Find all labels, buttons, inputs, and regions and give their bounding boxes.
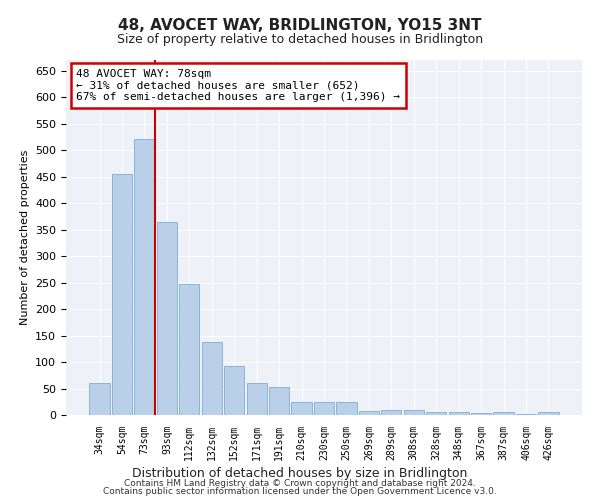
Bar [381,410,401,415]
Bar [224,366,244,415]
Bar [179,284,199,415]
Bar [337,402,356,415]
Bar [89,383,110,415]
Text: 48 AVOCET WAY: 78sqm
← 31% of detached houses are smaller (652)
67% of semi-deta: 48 AVOCET WAY: 78sqm ← 31% of detached h… [76,69,400,102]
Bar [134,140,155,415]
Bar [157,222,177,415]
Bar [426,412,446,415]
Bar [292,402,311,415]
Bar [516,414,536,415]
Bar [449,412,469,415]
Bar [538,412,559,415]
Bar [112,174,132,415]
Bar [269,387,289,415]
Y-axis label: Number of detached properties: Number of detached properties [20,150,29,325]
Bar [359,411,379,415]
Text: Size of property relative to detached houses in Bridlington: Size of property relative to detached ho… [117,32,483,46]
Bar [202,342,222,415]
Bar [404,410,424,415]
Text: Contains public sector information licensed under the Open Government Licence v3: Contains public sector information licen… [103,487,497,496]
Text: Contains HM Land Registry data © Crown copyright and database right 2024.: Contains HM Land Registry data © Crown c… [124,478,476,488]
Bar [493,412,514,415]
Bar [314,402,334,415]
Text: Distribution of detached houses by size in Bridlington: Distribution of detached houses by size … [133,468,467,480]
Bar [471,414,491,415]
Bar [247,383,267,415]
Text: 48, AVOCET WAY, BRIDLINGTON, YO15 3NT: 48, AVOCET WAY, BRIDLINGTON, YO15 3NT [118,18,482,32]
